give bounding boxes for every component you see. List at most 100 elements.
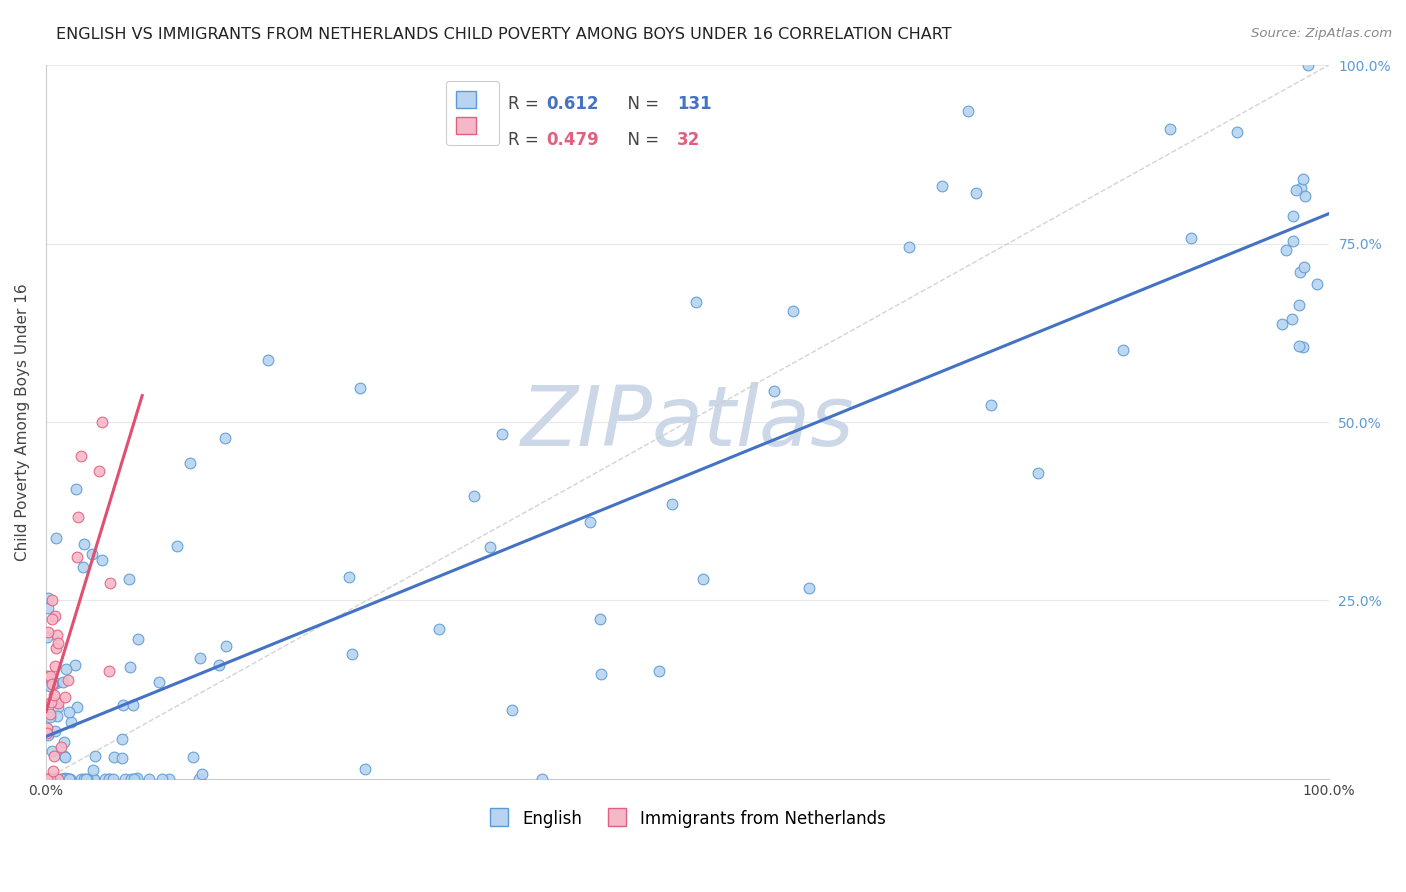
Point (1292, 340, 1315, 354)
Point (41, 764, 63, 778)
Point (63, 658, 86, 673)
Point (339, 570, 361, 584)
Point (56, 673, 79, 688)
Point (58, 772, 80, 786)
Point (37, 726, 59, 740)
Point (37, 728, 59, 742)
Point (157, 772, 180, 786)
Point (41, 744, 63, 758)
Point (37, 669, 59, 683)
Point (39, 772, 62, 786)
Point (214, 431, 236, 445)
Point (44, 723, 66, 738)
Point (1288, 298, 1310, 312)
Point (66, 700, 89, 714)
Point (41, 593, 63, 607)
Point (179, 456, 201, 470)
Point (148, 675, 170, 690)
Point (353, 762, 375, 776)
Point (89, 464, 111, 478)
Point (46, 709, 69, 723)
Point (45, 676, 67, 690)
Point (44, 659, 66, 673)
Point (45, 772, 67, 786)
Point (37, 591, 59, 605)
Point (125, 771, 148, 785)
Legend: English, Immigrants from Netherlands: English, Immigrants from Netherlands (482, 804, 893, 835)
Point (118, 659, 141, 673)
Point (83, 749, 105, 764)
Text: 32: 32 (678, 131, 700, 149)
Point (44, 772, 66, 786)
Point (1292, 172, 1315, 186)
Point (42, 688, 65, 702)
Point (39, 695, 62, 709)
Point (1292, 260, 1315, 275)
Text: N =: N = (617, 131, 664, 149)
Point (46, 696, 69, 710)
Point (1271, 317, 1294, 331)
Point (1288, 339, 1310, 353)
Point (589, 667, 612, 681)
Point (97, 772, 120, 786)
Text: 131: 131 (678, 95, 711, 113)
Point (1306, 277, 1329, 292)
Point (692, 572, 714, 586)
Point (589, 611, 612, 625)
Text: ZIPatlas: ZIPatlas (520, 382, 853, 463)
Y-axis label: Child Poverty Among Boys Under 16: Child Poverty Among Boys Under 16 (15, 283, 30, 561)
Point (60, 715, 83, 730)
Text: N =: N = (617, 95, 664, 113)
Point (49, 739, 72, 754)
Point (46, 772, 69, 786)
Point (1112, 343, 1135, 357)
Point (37, 625, 59, 640)
Point (181, 749, 204, 764)
Point (661, 497, 683, 511)
Point (797, 581, 820, 595)
Point (82, 772, 104, 786)
Point (53, 771, 76, 785)
Point (55, 662, 77, 676)
Point (45, 641, 67, 656)
Point (53, 750, 76, 764)
Point (956, 103, 979, 118)
Point (103, 750, 125, 764)
Point (898, 240, 921, 254)
Point (83, 772, 105, 786)
Point (111, 698, 134, 713)
Point (124, 772, 146, 786)
Point (38, 669, 60, 683)
Point (42, 772, 65, 786)
Point (463, 490, 485, 504)
Point (76, 772, 98, 786)
Point (41, 612, 63, 626)
Point (111, 751, 134, 765)
Point (190, 651, 212, 665)
Point (257, 353, 280, 368)
Point (37, 630, 59, 644)
Point (1289, 265, 1312, 279)
Point (980, 398, 1002, 412)
Point (52, 735, 75, 749)
Point (66, 510, 89, 524)
Point (965, 186, 987, 200)
Point (1159, 122, 1181, 136)
Point (94, 772, 117, 786)
Point (1180, 230, 1202, 244)
Point (531, 772, 554, 786)
Point (187, 772, 209, 786)
Text: R =: R = (508, 131, 544, 149)
Point (501, 703, 523, 717)
Point (70, 772, 93, 786)
Point (39, 710, 62, 724)
Point (1296, 58, 1319, 72)
Point (427, 622, 450, 636)
Point (215, 639, 238, 653)
Point (685, 294, 707, 309)
Point (931, 179, 953, 194)
Point (82, 763, 104, 777)
Point (73, 536, 96, 550)
Point (59, 772, 82, 786)
Point (69, 449, 91, 463)
